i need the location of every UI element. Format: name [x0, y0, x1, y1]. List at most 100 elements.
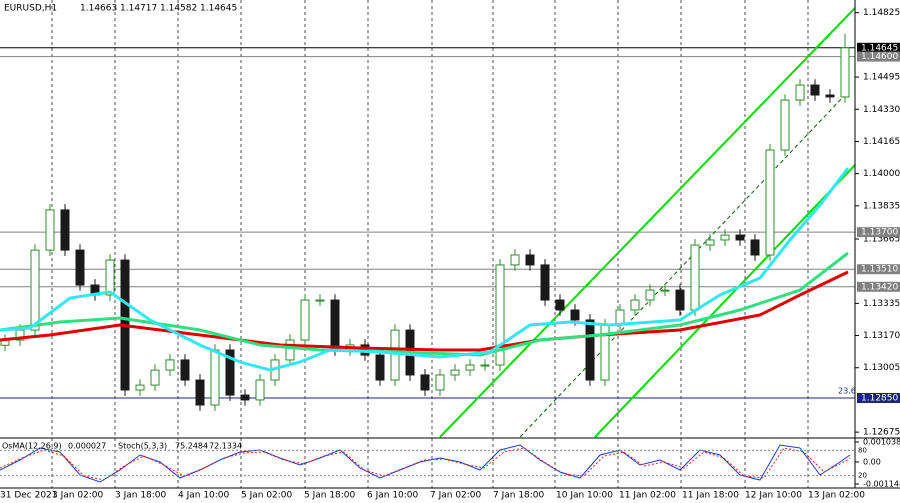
y-tick-label: 1.13665 [863, 234, 900, 244]
y-tick-label: 1.14495 [863, 73, 900, 83]
candle-body [60, 209, 70, 251]
y-tick-label: 1.13335 [863, 299, 900, 309]
channel-upper [439, 7, 856, 438]
candle-body [720, 234, 730, 241]
level-label: 1.14645 [861, 43, 898, 53]
chart-title: EURUSD,H1 [4, 4, 57, 14]
x-tick-label: 3 Jan 02:00 [52, 491, 104, 501]
x-tick-label: 7 Jan 02:00 [430, 491, 482, 501]
candle-body [135, 384, 145, 391]
candle-body [780, 99, 790, 151]
candle-body [675, 289, 685, 311]
candle-body [465, 364, 475, 371]
candle-body [165, 359, 175, 371]
candle-body [30, 249, 40, 331]
stoch-signal [0, 447, 851, 481]
header-value: 1.14582 [160, 4, 197, 14]
candle-body [825, 94, 835, 98]
osc-tick-label: 0.001038 [863, 438, 900, 447]
candle-body [210, 349, 220, 406]
candle-body [570, 309, 580, 321]
candle-body [765, 149, 775, 256]
candle-body [495, 264, 505, 366]
x-tick-label: 7 Jan 18:00 [493, 491, 545, 501]
level-label: 1.13700 [861, 228, 898, 238]
y-tick-label: 1.14165 [863, 137, 900, 147]
header-value: 1.14645 [200, 4, 237, 14]
osma-label: OsMA(12,26,9) [2, 442, 62, 451]
level-box [857, 227, 900, 238]
stoch-value: 75.2484 [175, 442, 208, 451]
candle-body [420, 374, 430, 391]
x-tick-label: 5 Jan 18:00 [304, 491, 356, 501]
osc-tick-label: 0.00 [863, 457, 881, 466]
x-tick-label: 11 Jan 18:00 [682, 491, 739, 501]
header-values: 1.14663 1.14717 1.14582 1.14645 [80, 4, 237, 14]
y-tick-label: 1.14330 [863, 105, 900, 115]
levels: 23.6 [0, 47, 856, 399]
candle-body [105, 259, 115, 296]
x-tick-label: 5 Jan 02:00 [241, 491, 293, 501]
x-tick-label: 6 Jan 10:00 [367, 491, 419, 501]
stoch-label: Stoch(5,3,3) [118, 442, 167, 451]
y-tick-label: 1.13835 [863, 201, 900, 211]
candle-body [585, 319, 595, 381]
candle-body [390, 329, 400, 381]
candle-body [735, 234, 745, 241]
candle-body [750, 239, 760, 256]
candle-body [225, 349, 235, 396]
candle-body [240, 394, 250, 401]
level-label: 1.13510 [861, 265, 898, 275]
x-tick-label: 11 Jan 02:00 [619, 491, 676, 501]
level-label: 1.14600 [861, 52, 898, 62]
candle-body [150, 369, 160, 386]
x-tick-label: 10 Jan 10:00 [556, 491, 613, 501]
level-box [857, 264, 900, 275]
trend-channel [439, 7, 856, 438]
level-box [857, 42, 900, 53]
x-tick-label: 3 Jan 18:00 [115, 491, 167, 501]
y-tick-label: 1.12675 [863, 428, 900, 438]
channel-lower [594, 164, 856, 438]
candle-body [660, 289, 670, 292]
candle-body [375, 354, 385, 381]
x-tick-label: 13 Jan 02:00 [808, 491, 865, 501]
candle-body [795, 84, 805, 101]
x-tick-label: 31 Dec 2021 [0, 491, 58, 501]
stoch-value: 72.1334 [209, 442, 242, 451]
ma-green [0, 251, 849, 357]
level-box [857, 51, 900, 62]
candle-body [540, 264, 550, 301]
x-tick-label: 4 Jan 10:00 [178, 491, 230, 501]
candle-body [810, 84, 820, 96]
y-tick-label: 1.13005 [863, 363, 900, 373]
channel-mid [519, 94, 846, 438]
fib-label: 23.6 [838, 386, 856, 395]
candle-body [285, 339, 295, 361]
ma-red [0, 270, 849, 352]
candle-body [510, 254, 520, 266]
x-tick-label: 12 Jan 10:00 [745, 491, 802, 501]
ma-cyan [0, 167, 850, 372]
candle-body [705, 239, 715, 246]
stoch-level-label: 80 [858, 446, 867, 454]
level-box [857, 281, 900, 292]
candle-body [840, 47, 850, 98]
level-label: 1.12850 [861, 393, 898, 403]
candle-body [450, 369, 460, 376]
candle-body [195, 379, 205, 406]
y-tick-label: 1.13170 [863, 331, 900, 341]
price-axis: 1.14825 1.14495 1.14330 1.14165 1.14000 1.138… [855, 8, 900, 438]
candle-body [525, 254, 535, 266]
header-value: 1.14717 [120, 4, 157, 14]
oscillator-panel: 0.001038 0.00 -0.001148 80 20 OsMA(12,26,9) 0.… [0, 438, 900, 489]
header-value: 1.14663 [80, 4, 117, 14]
candle-body [555, 299, 565, 311]
candle-body [645, 289, 655, 301]
candle-body [330, 299, 340, 351]
candle-body [75, 249, 85, 286]
candle-body [300, 299, 310, 341]
